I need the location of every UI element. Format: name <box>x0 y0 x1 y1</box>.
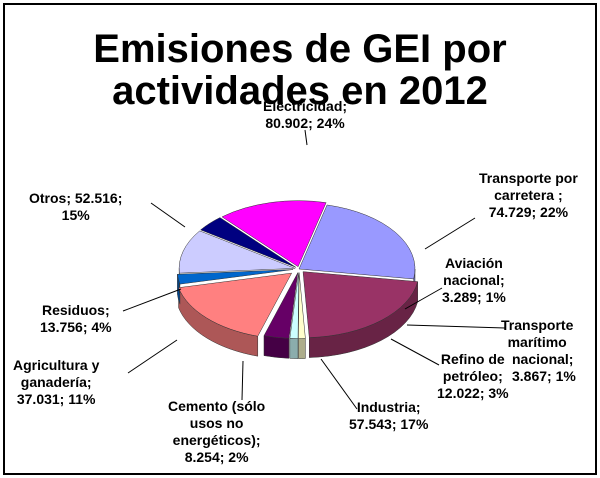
label-line: Transporte <box>501 317 574 333</box>
pie-slice <box>200 217 297 268</box>
label-line: usos no <box>189 415 244 431</box>
leader-line <box>404 287 443 310</box>
pie-slice <box>298 272 306 339</box>
label-line: ganadería; <box>20 374 92 390</box>
label-line: 12.022; 3% <box>437 385 509 401</box>
label-line: 13.756; 4% <box>40 319 112 335</box>
leader-line <box>406 324 506 329</box>
label-industria: Industria; 57.543; 17% <box>349 399 428 433</box>
leader-line <box>127 339 178 374</box>
chart-title-line-2: actividades en 2012 <box>112 69 488 113</box>
label-line: petróleo; <box>442 368 503 384</box>
chart-title-line-1: Emisiones de GEI por <box>93 27 507 71</box>
label-residuos: Residuos; 13.756; 4% <box>40 302 112 336</box>
label-line: energéticos); <box>172 432 261 448</box>
label-transporte-maritimo-cont: nacional; 3.867; 1% <box>512 351 576 385</box>
label-line: Aviación <box>444 255 503 271</box>
pie-chart <box>122 129 506 410</box>
chart-frame: Emisiones de GEI por actividades en 2012… <box>3 3 597 475</box>
label-line: 57.543; 17% <box>349 416 429 432</box>
label-line: 74.729; 22% <box>488 204 569 220</box>
pie-slice <box>177 269 294 285</box>
label-line: nacional; <box>512 351 574 367</box>
pie-slice-side <box>289 338 299 359</box>
label-line: Refino de <box>440 351 505 367</box>
pie-slice-side <box>263 335 290 359</box>
label-line: Residuos; <box>41 302 110 318</box>
pie-slice <box>178 230 296 274</box>
label-line: marítimo <box>507 334 567 350</box>
label-line: Electricidad; <box>263 98 348 114</box>
leader-line <box>390 338 440 366</box>
leader-line <box>241 360 244 401</box>
leader-line <box>150 202 186 228</box>
label-line: carretera ; <box>494 187 563 203</box>
label-line: 80.902; 24% <box>265 115 345 131</box>
leader-line <box>122 288 182 312</box>
pie-slice <box>289 272 300 339</box>
label-transporte-carretera: Transporte por carretera ; 74.729; 22% <box>479 170 578 221</box>
label-line: Industria; <box>356 399 421 415</box>
pie-slice <box>263 272 299 339</box>
label-cemento: Cemento (sólo usos no energéticos); 8.25… <box>168 398 265 466</box>
pie-sides <box>177 268 418 359</box>
label-line: Otros; 52.516; <box>29 190 123 206</box>
label-aviacion: Aviación nacional; 3.289; 1% <box>442 255 506 306</box>
label-line: 15% <box>61 207 90 223</box>
leader-lines <box>122 129 506 410</box>
label-line: 37.031; 11% <box>16 391 96 407</box>
label-electricidad: Electricidad; 80.902; 24% <box>263 98 347 132</box>
label-agricultura: Agricultura y ganadería; 37.031; 11% <box>13 357 99 408</box>
pie-tops <box>177 200 419 339</box>
label-line: Agricultura y <box>13 357 100 373</box>
leader-line <box>320 358 358 410</box>
label-line: 3.289; 1% <box>442 289 506 305</box>
label-line: Transporte por <box>479 170 578 186</box>
pie-slice-side <box>298 338 306 359</box>
pie-slice <box>298 204 416 280</box>
label-line: 8.254; 2% <box>184 449 249 465</box>
label-transporte-maritimo: Transporte marítimo <box>501 317 573 351</box>
pie-slice <box>178 272 293 337</box>
label-otros: Otros; 52.516; 15% <box>29 190 122 224</box>
label-line: 3.867; 1% <box>512 368 576 384</box>
label-line: nacional; <box>443 272 505 288</box>
leader-line <box>424 217 476 250</box>
pie-slice <box>302 271 419 338</box>
label-refino: Refino de petróleo; 12.022; 3% <box>437 351 509 402</box>
leader-line <box>304 129 308 146</box>
label-line: Cemento (sólo <box>168 398 266 414</box>
pie-slice <box>221 200 327 268</box>
